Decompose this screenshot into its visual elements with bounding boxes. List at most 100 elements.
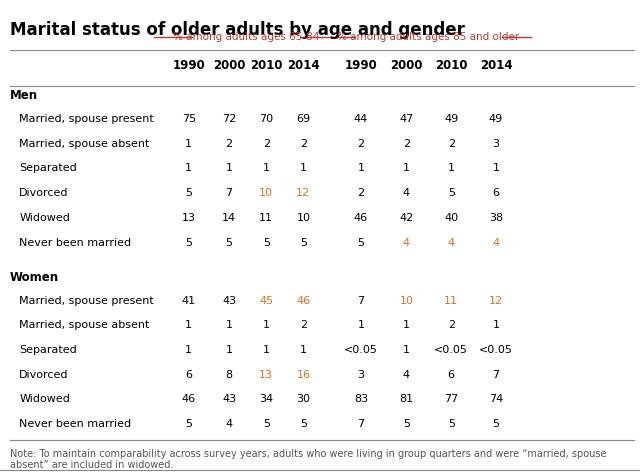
Text: 1: 1 [448, 163, 454, 173]
Text: Married, spouse absent: Married, spouse absent [19, 139, 150, 149]
Text: 1: 1 [186, 345, 192, 355]
Text: 8: 8 [225, 370, 233, 380]
Text: 1: 1 [263, 345, 269, 355]
Text: 1: 1 [186, 163, 192, 173]
Text: 1990: 1990 [344, 59, 378, 72]
Text: 5: 5 [448, 419, 454, 429]
Text: 10: 10 [399, 295, 413, 305]
Text: 74: 74 [489, 394, 503, 404]
Text: 72: 72 [222, 114, 236, 124]
Text: Married, spouse present: Married, spouse present [19, 295, 154, 305]
Text: 2014: 2014 [287, 59, 319, 72]
Text: 3: 3 [358, 370, 364, 380]
Text: 2: 2 [225, 139, 233, 149]
Text: 13: 13 [182, 213, 196, 223]
Text: 42: 42 [399, 213, 413, 223]
Text: 11: 11 [444, 295, 458, 305]
Text: 1: 1 [186, 320, 192, 330]
Text: 5: 5 [186, 238, 192, 247]
Text: <0.05: <0.05 [479, 345, 513, 355]
Text: 45: 45 [259, 295, 273, 305]
Text: 1: 1 [403, 163, 410, 173]
Text: 16: 16 [296, 370, 310, 380]
Text: 4: 4 [492, 238, 500, 247]
Text: 30: 30 [296, 394, 310, 404]
Text: 6: 6 [186, 370, 192, 380]
Text: 4: 4 [403, 238, 410, 247]
Text: 2: 2 [403, 139, 410, 149]
Text: Separated: Separated [19, 163, 77, 173]
Text: 81: 81 [399, 394, 413, 404]
Text: 12: 12 [296, 188, 310, 198]
Text: 2010: 2010 [250, 59, 282, 72]
Text: 38: 38 [489, 213, 503, 223]
Text: Never been married: Never been married [19, 238, 131, 247]
Text: 4: 4 [447, 238, 455, 247]
Text: 41: 41 [182, 295, 196, 305]
Text: 5: 5 [186, 188, 192, 198]
Text: 1: 1 [300, 163, 307, 173]
Text: 5: 5 [448, 188, 454, 198]
Text: 46: 46 [354, 213, 368, 223]
Text: 5: 5 [226, 238, 232, 247]
Text: Married, spouse present: Married, spouse present [19, 114, 154, 124]
Text: 2014: 2014 [480, 59, 512, 72]
Text: 14: 14 [222, 213, 236, 223]
Text: 1: 1 [263, 320, 269, 330]
Text: Women: Women [10, 271, 59, 284]
Text: 49: 49 [444, 114, 458, 124]
Text: 1: 1 [226, 320, 232, 330]
Text: 1: 1 [226, 163, 232, 173]
Text: Marital status of older adults by age and gender: Marital status of older adults by age an… [10, 21, 465, 39]
Text: 5: 5 [403, 419, 410, 429]
Text: Divorced: Divorced [19, 370, 68, 380]
Text: 2: 2 [447, 320, 455, 330]
Text: 1: 1 [300, 345, 307, 355]
Text: Widowed: Widowed [19, 213, 70, 223]
Text: 1990: 1990 [172, 59, 205, 72]
Text: 5: 5 [300, 238, 307, 247]
Text: 1: 1 [226, 345, 232, 355]
Text: % among adults ages 65-84: % among adults ages 65-84 [173, 31, 319, 42]
Text: 2: 2 [357, 188, 365, 198]
Text: 1: 1 [358, 320, 364, 330]
Text: 69: 69 [296, 114, 310, 124]
Text: 40: 40 [444, 213, 458, 223]
Text: % among adults ages 85 and older: % among adults ages 85 and older [337, 31, 520, 42]
Text: 2: 2 [262, 139, 270, 149]
Text: Married, spouse absent: Married, spouse absent [19, 320, 150, 330]
Text: 2: 2 [447, 139, 455, 149]
Text: 1: 1 [358, 163, 364, 173]
Text: 5: 5 [300, 419, 307, 429]
Text: 5: 5 [358, 238, 364, 247]
Text: 5: 5 [263, 238, 269, 247]
Text: 10: 10 [259, 188, 273, 198]
Text: 43: 43 [222, 295, 236, 305]
Text: Never been married: Never been married [19, 419, 131, 429]
Text: 1: 1 [403, 320, 410, 330]
Text: 4: 4 [225, 419, 233, 429]
Text: 7: 7 [492, 370, 500, 380]
Text: 2: 2 [300, 139, 307, 149]
Text: Separated: Separated [19, 345, 77, 355]
Text: 2: 2 [300, 320, 307, 330]
Text: 2000: 2000 [213, 59, 245, 72]
Text: 11: 11 [259, 213, 273, 223]
Text: Divorced: Divorced [19, 188, 68, 198]
Text: Note: To maintain comparability across survey years, adults who were living in g: Note: To maintain comparability across s… [10, 448, 606, 470]
Text: 34: 34 [259, 394, 273, 404]
Text: 4: 4 [403, 370, 410, 380]
Text: 46: 46 [296, 295, 310, 305]
Text: 7: 7 [357, 419, 365, 429]
Text: 47: 47 [399, 114, 413, 124]
Text: 5: 5 [186, 419, 192, 429]
Text: 10: 10 [296, 213, 310, 223]
Text: Men: Men [10, 89, 38, 102]
Text: 6: 6 [493, 188, 499, 198]
Text: 2010: 2010 [435, 59, 467, 72]
Text: 7: 7 [357, 295, 365, 305]
Text: 5: 5 [493, 419, 499, 429]
Text: 1: 1 [186, 139, 192, 149]
Text: <0.05: <0.05 [344, 345, 378, 355]
Text: 1: 1 [263, 163, 269, 173]
